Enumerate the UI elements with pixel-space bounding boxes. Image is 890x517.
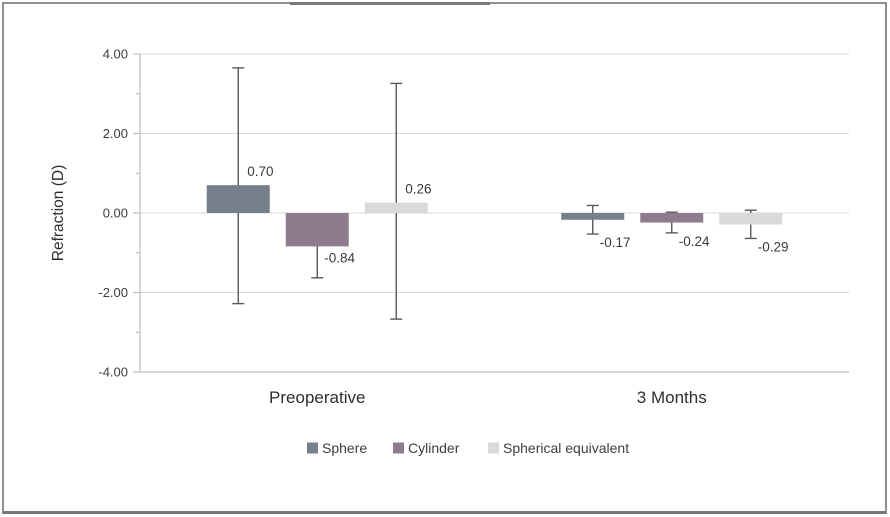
bar-spherical-equivalent-3-months [719, 213, 783, 225]
bar-spherical-equivalent-preoperative [364, 202, 428, 213]
data-label: -0.17 [600, 235, 631, 250]
y-tick-label: 2.00 [103, 126, 128, 141]
legend-swatch-cylinder [393, 442, 404, 454]
y-tick-label: -2.00 [98, 285, 128, 300]
y-tick-label: -4.00 [98, 365, 128, 380]
frame-top-accent [290, 2, 490, 5]
legend-swatch-spherical-equivalent [488, 442, 499, 454]
bar-sphere-3-months [561, 213, 625, 220]
data-label: 0.70 [247, 164, 273, 179]
y-axis-title: Refraction (D) [50, 165, 67, 261]
category-label: 3 Months [637, 388, 707, 407]
data-label: -0.29 [758, 239, 789, 254]
y-tick-label: 4.00 [103, 47, 128, 62]
legend-label-cylinder: Cylinder [408, 440, 460, 456]
legend-swatch-sphere [307, 442, 318, 454]
data-label: -0.24 [679, 234, 710, 249]
category-label: Preoperative [269, 388, 365, 407]
y-tick-label: 0.00 [103, 206, 128, 221]
data-label: 0.26 [405, 182, 431, 197]
legend-label-spherical-equivalent: Spherical equivalent [503, 440, 629, 456]
bar-sphere-preoperative [206, 185, 270, 213]
data-label: -0.84 [324, 250, 355, 265]
legend-label-sphere: Sphere [322, 440, 367, 456]
bar-cylinder-3-months [640, 213, 704, 223]
bar-cylinder-preoperative [285, 213, 349, 247]
